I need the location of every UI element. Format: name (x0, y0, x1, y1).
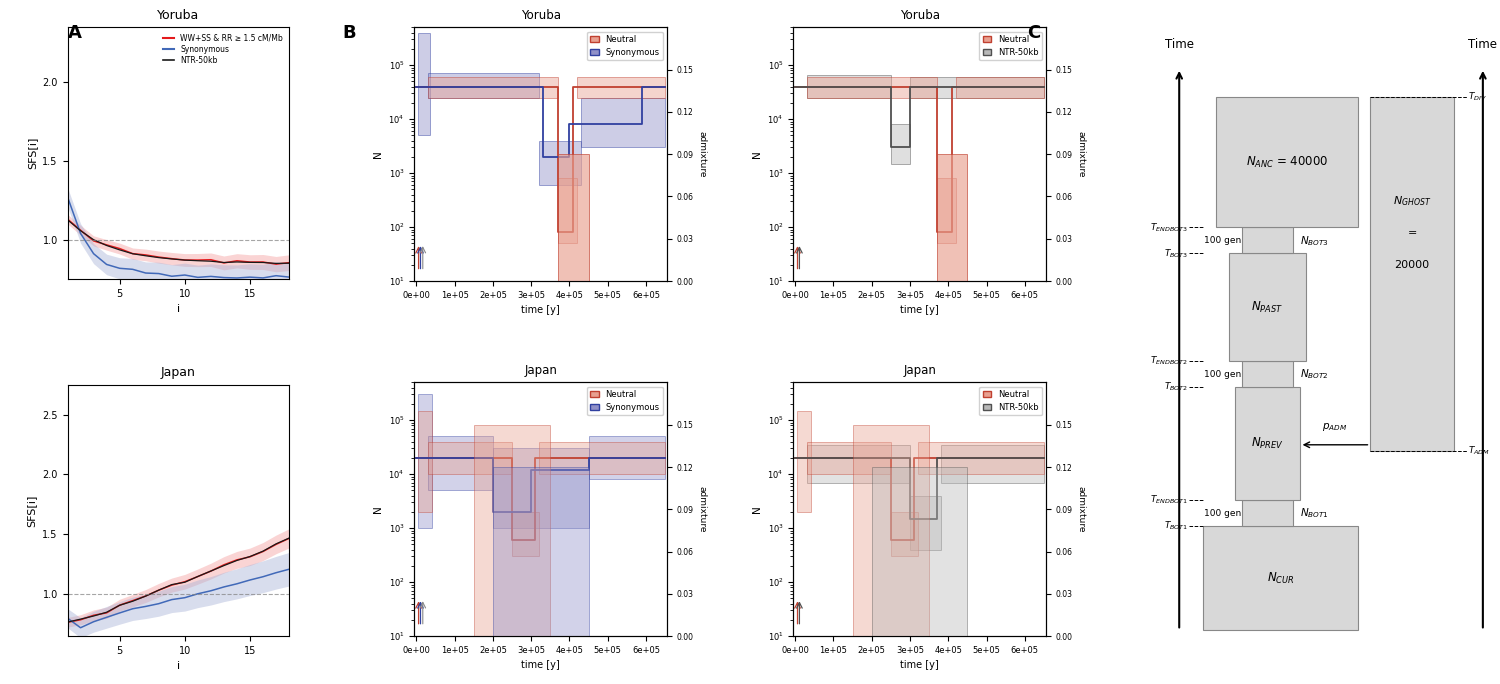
Bar (852, 425, 928, 636)
Text: A: A (68, 24, 81, 42)
Bar (918, 442, 1044, 474)
Y-axis label: N: N (752, 505, 762, 513)
X-axis label: i: i (177, 304, 180, 314)
Text: $T_{DIV}$: $T_{DIV}$ (1468, 91, 1488, 103)
Text: 100 gen: 100 gen (1204, 369, 1240, 378)
Y-axis label: SFS[i]: SFS[i] (27, 137, 38, 170)
Text: Time: Time (1468, 38, 1497, 51)
Legend: Neutral, Synonymous: Neutral, Synonymous (586, 386, 663, 415)
Text: C: C (1028, 24, 1041, 42)
Y-axis label: N: N (374, 150, 382, 158)
Text: $T_{BOT3}$: $T_{BOT3}$ (1164, 247, 1188, 260)
Bar (427, 442, 512, 474)
Bar (1242, 500, 1293, 526)
Title: Japan: Japan (524, 364, 556, 377)
Bar (419, 410, 432, 512)
Y-axis label: N: N (374, 505, 382, 513)
Bar (538, 442, 664, 474)
Y-axis label: admixture: admixture (1076, 131, 1084, 177)
Bar (891, 512, 918, 556)
Bar (578, 77, 664, 98)
Text: $T_{ENDBOT2}$: $T_{ENDBOT2}$ (1150, 354, 1188, 367)
Text: 100 gen: 100 gen (1204, 509, 1240, 518)
Text: =: = (1407, 228, 1418, 238)
X-axis label: time [y]: time [y] (900, 660, 939, 670)
Text: $p_{ADM}$: $p_{ADM}$ (1323, 421, 1347, 433)
Text: $N_{CUR}$: $N_{CUR}$ (1266, 570, 1294, 586)
Y-axis label: admixture: admixture (698, 486, 706, 533)
Bar (558, 179, 578, 244)
Text: $T_{ENDBOT1}$: $T_{ENDBOT1}$ (1150, 494, 1188, 506)
Bar (891, 124, 910, 163)
Text: 100 gen: 100 gen (1204, 236, 1240, 246)
Text: $T_{BOT1}$: $T_{BOT1}$ (1164, 520, 1188, 532)
Title: Yoruba: Yoruba (520, 9, 561, 22)
Bar (558, 154, 588, 281)
Bar (474, 425, 550, 636)
Title: Yoruba: Yoruba (900, 9, 939, 22)
Bar (1242, 227, 1293, 254)
Text: $N_{BOT2}$: $N_{BOT2}$ (1299, 367, 1329, 381)
Bar (538, 140, 580, 185)
Bar (1236, 387, 1299, 500)
Text: $N_{PREV}$: $N_{PREV}$ (1251, 436, 1284, 451)
X-axis label: time [y]: time [y] (522, 660, 560, 670)
Bar (1228, 254, 1306, 360)
Bar (807, 445, 910, 482)
Text: $N_{BOT3}$: $N_{BOT3}$ (1299, 234, 1329, 248)
Text: $N_{PAST}$: $N_{PAST}$ (1251, 300, 1284, 315)
Bar (910, 496, 940, 550)
Bar (494, 449, 588, 528)
Bar (871, 467, 968, 636)
Y-axis label: admixture: admixture (1076, 486, 1084, 533)
Bar (796, 410, 810, 512)
Y-axis label: admixture: admixture (698, 131, 706, 177)
X-axis label: time [y]: time [y] (522, 305, 560, 315)
Title: Japan: Japan (160, 366, 195, 379)
X-axis label: time [y]: time [y] (900, 305, 939, 315)
Bar (807, 77, 938, 98)
Bar (1216, 97, 1358, 227)
Bar (1242, 360, 1293, 387)
Text: $T_{BOT2}$: $T_{BOT2}$ (1164, 380, 1188, 393)
Legend: Neutral, NTR-50kb: Neutral, NTR-50kb (980, 386, 1041, 415)
Bar (938, 154, 968, 281)
Text: $N_{ANC}$ = 40000: $N_{ANC}$ = 40000 (1245, 155, 1328, 170)
Text: $T_{ADM}$: $T_{ADM}$ (1468, 445, 1491, 457)
Text: $T_{ENDBOT3}$: $T_{ENDBOT3}$ (1150, 221, 1188, 234)
Text: $N_{GHOST}$: $N_{GHOST}$ (1394, 194, 1431, 208)
Y-axis label: SFS[i]: SFS[i] (27, 494, 36, 527)
Y-axis label: N: N (752, 150, 762, 158)
Text: 20000: 20000 (1395, 260, 1429, 270)
Bar (940, 445, 1044, 482)
Bar (1371, 97, 1454, 451)
Bar (580, 98, 664, 147)
Text: $N_{BOT1}$: $N_{BOT1}$ (1299, 506, 1329, 520)
Bar (807, 442, 891, 474)
Bar (1203, 526, 1358, 631)
Bar (910, 77, 1044, 98)
Bar (427, 436, 494, 490)
Bar (588, 436, 664, 479)
Legend: Neutral, Synonymous: Neutral, Synonymous (586, 31, 663, 60)
Bar (956, 77, 1044, 98)
Bar (419, 395, 432, 528)
Legend: Neutral, NTR-50kb: Neutral, NTR-50kb (980, 31, 1041, 60)
Bar (807, 75, 891, 98)
Text: B: B (342, 24, 355, 42)
Legend: WW+SS & RR ≥ 1.5 cM/Mb, Synonymous, NTR-50kb: WW+SS & RR ≥ 1.5 cM/Mb, Synonymous, NTR-… (160, 31, 285, 67)
Bar (427, 73, 538, 98)
Bar (419, 33, 429, 135)
Bar (427, 77, 558, 98)
Title: Yoruba: Yoruba (158, 9, 200, 22)
X-axis label: i: i (177, 661, 180, 672)
Title: Japan: Japan (903, 364, 936, 377)
Bar (512, 512, 538, 556)
Bar (938, 179, 956, 244)
Bar (494, 467, 588, 636)
Text: Time: Time (1164, 38, 1194, 51)
